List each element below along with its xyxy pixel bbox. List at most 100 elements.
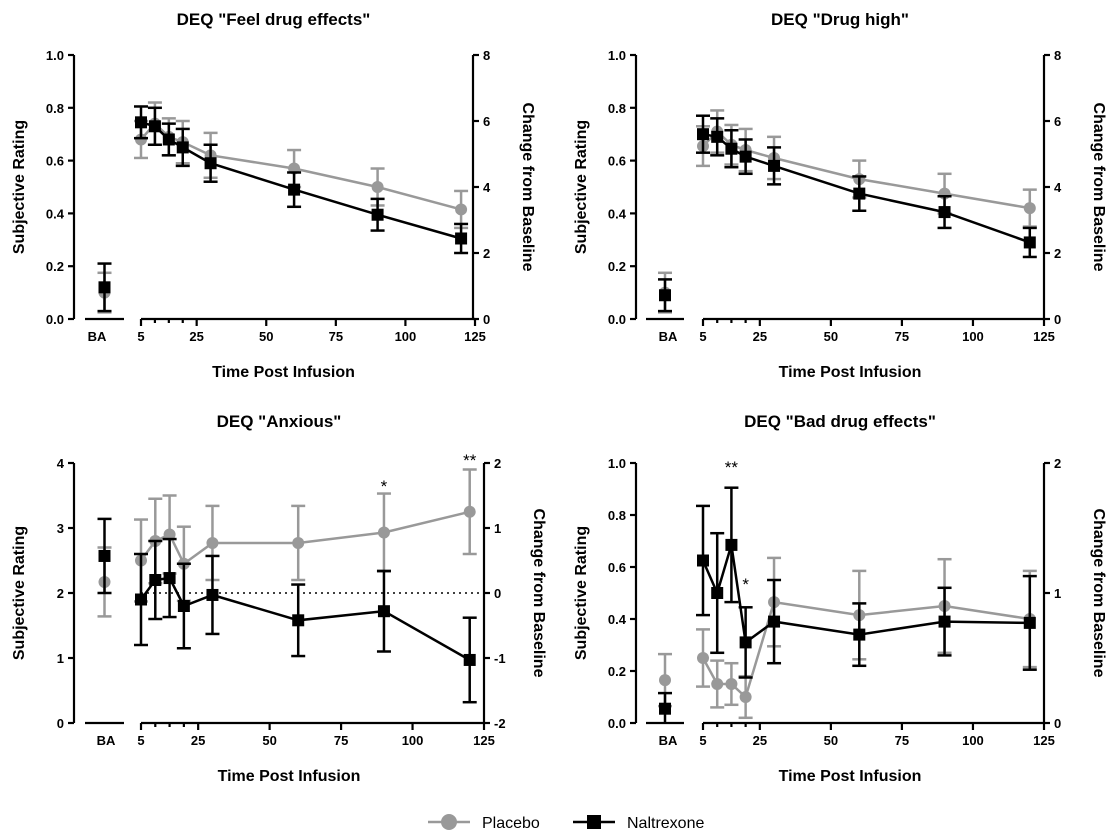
data-point-naltrexone: [371, 208, 384, 221]
data-point-placebo: [725, 678, 738, 690]
x-tick-label: 5: [137, 733, 144, 748]
series-line: [701, 544, 1030, 645]
y-axis-label: Subjective Rating: [573, 120, 590, 254]
y2-tick-label: 0: [1054, 716, 1061, 731]
x-tick-label: 100: [395, 329, 417, 344]
y-tick-label: 1: [57, 651, 64, 666]
data-point-placebo: [371, 181, 384, 193]
axes: [68, 461, 490, 730]
y2-tick-label: -1: [494, 651, 506, 666]
data-point-naltrexone: [739, 636, 752, 649]
legend-item-placebo: Placebo: [428, 814, 540, 832]
y-tick-label: 2: [57, 586, 64, 601]
data-point-naltrexone: [938, 206, 951, 219]
significance-marker: **: [725, 458, 739, 477]
data-point-naltrexone: [463, 653, 476, 666]
x-tick-label: 50: [824, 329, 838, 344]
x-tick-label: 75: [895, 733, 909, 748]
y2-tick-label: 0: [1054, 312, 1061, 327]
axes: [630, 461, 1050, 730]
y-tick-label: 0.2: [608, 664, 626, 679]
baseline-tick-label: BA: [97, 733, 116, 748]
data-point-placebo: [163, 528, 176, 541]
chart-panel-2: DEQ "Drug high" Time Post Infusion Subject…: [573, 10, 1107, 381]
y-tick-label: 0.0: [608, 716, 626, 731]
data-point-naltrexone: [206, 588, 219, 601]
data-point-naltrexone: [697, 128, 709, 141]
y-tick-label: 0.0: [608, 312, 626, 327]
x-tick-label: 125: [1033, 329, 1055, 344]
data-point-placebo: [377, 526, 390, 539]
series-line: [702, 132, 1031, 244]
y-tick-label: 0.6: [46, 154, 64, 169]
legend: Placebo Naltrexone: [428, 814, 704, 832]
data-point-placebo: [206, 536, 219, 549]
significance-marker: *: [742, 575, 749, 594]
data-point-naltrexone: [377, 605, 390, 618]
data-point-naltrexone: [163, 572, 176, 585]
axes: [630, 53, 1050, 326]
y-axis-label: Subjective Rating: [11, 526, 28, 660]
x-tick-label: 100: [962, 329, 984, 344]
x-tick-label: 125: [464, 329, 486, 344]
y2-tick-label: 0: [483, 312, 490, 327]
x-tick-label: 50: [824, 733, 838, 748]
significance-marker: **: [463, 451, 477, 470]
data-point-naltrexone: [455, 232, 468, 245]
x-tick-label: 25: [753, 733, 767, 748]
data-point-naltrexone: [204, 157, 217, 170]
series-naltrexone: [97, 517, 477, 704]
x-tick-label: 5: [699, 733, 706, 748]
data-point-placebo: [292, 536, 305, 549]
x-tick-label: 50: [262, 733, 276, 748]
y2-tick-label: 1: [1054, 586, 1061, 601]
data-point-naltrexone: [725, 538, 738, 551]
data-point-naltrexone: [739, 150, 752, 163]
data-point-placebo: [739, 691, 752, 703]
series-line: [702, 129, 1031, 210]
x-tick-label: 25: [191, 733, 205, 748]
y2-tick-label: 8: [1054, 48, 1061, 63]
y-tick-label: 0.8: [608, 508, 626, 523]
x-tick-label: 25: [753, 329, 767, 344]
y-tick-label: 0.4: [608, 206, 627, 221]
chart-panel-4: DEQ "Bad drug effects" Time Post Infusion…: [573, 412, 1107, 785]
y-tick-label: 0.2: [608, 259, 626, 274]
data-point-placebo: [135, 133, 147, 146]
x-axis-label: Time Post Infusion: [779, 364, 922, 381]
x-tick-label: 125: [473, 733, 495, 748]
data-point-naltrexone: [148, 120, 161, 133]
x-tick-label: 25: [189, 329, 203, 344]
data-point-naltrexone: [711, 587, 724, 599]
chart-panel-1: DEQ "Feel drug effects" Time Post Infusio…: [11, 10, 536, 381]
data-point-naltrexone: [288, 183, 301, 196]
y2-axis-label: Change from Baseline: [519, 103, 536, 272]
data-point-naltrexone: [853, 187, 866, 200]
y2-tick-label: 2: [483, 246, 490, 261]
axes: [68, 53, 479, 326]
y-tick-label: 0.8: [608, 101, 626, 116]
y-axis-label: Subjective Rating: [573, 526, 590, 660]
data-point-naltrexone: [1023, 616, 1036, 629]
y2-tick-label: 4: [1054, 180, 1062, 195]
y-tick-label: 1.0: [608, 48, 626, 63]
series-naltrexone: [97, 105, 469, 313]
data-point-placebo: [463, 505, 476, 518]
series-line: [701, 600, 1030, 700]
x-tick-label: 5: [699, 329, 706, 344]
x-tick-label: 100: [962, 733, 984, 748]
x-tick-label: 5: [137, 329, 144, 344]
baseline-tick-label: BA: [659, 329, 678, 344]
y-tick-label: 0.4: [46, 206, 65, 221]
y-tick-label: 3: [57, 521, 64, 536]
x-tick-label: 50: [259, 329, 273, 344]
data-point-naltrexone: [768, 615, 781, 628]
x-axis-label: Time Post Infusion: [218, 768, 361, 785]
y2-axis-label: Change from Baseline: [1090, 103, 1107, 272]
data-point-naltrexone: [177, 600, 190, 612]
baseline-point-naltrexone: [659, 702, 671, 715]
y2-tick-label: 2: [1054, 456, 1061, 471]
legend-item-naltrexone: Naltrexone: [573, 815, 704, 832]
data-point-naltrexone: [162, 133, 175, 146]
y2-tick-label: 2: [494, 456, 501, 471]
